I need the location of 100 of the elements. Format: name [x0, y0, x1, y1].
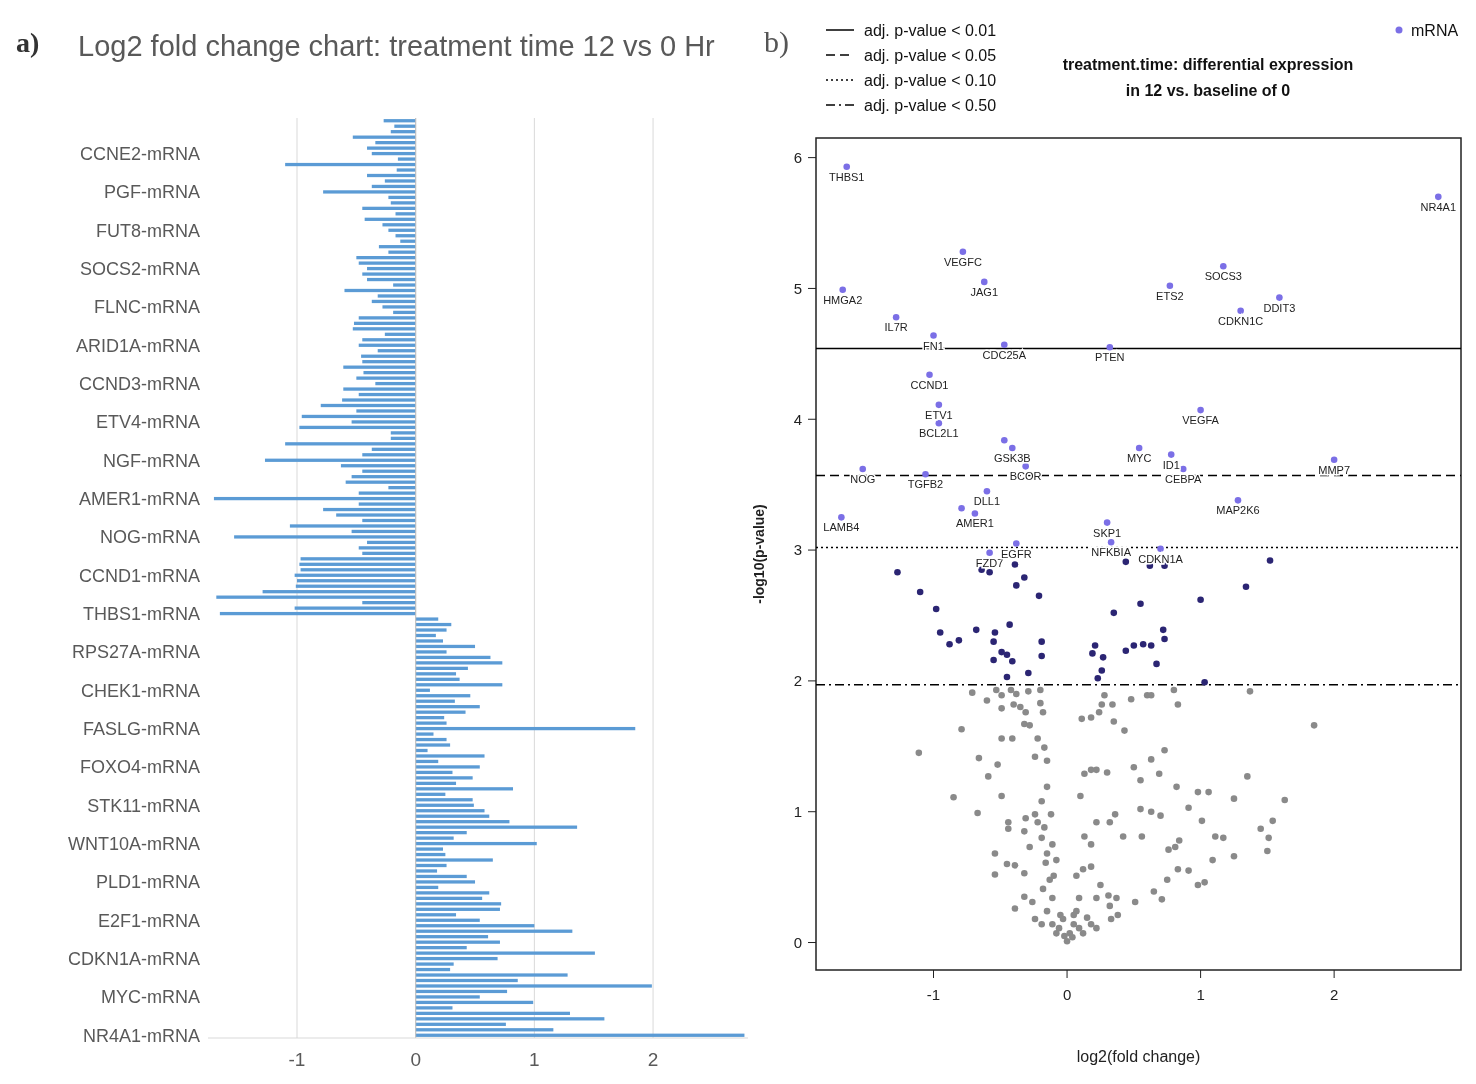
y-tick-label: NGF-mRNA — [103, 450, 200, 471]
point — [1000, 341, 1008, 348]
bar — [300, 568, 416, 572]
bar — [397, 157, 416, 161]
point — [1266, 557, 1274, 564]
annotation: ID1 — [1162, 458, 1180, 471]
bar — [415, 841, 537, 846]
bar — [415, 935, 489, 939]
point — [930, 332, 937, 339]
bar — [415, 809, 485, 813]
bar — [415, 721, 447, 725]
annotation: MAP2K6 — [1216, 504, 1260, 517]
point — [1135, 444, 1143, 452]
bar — [415, 1017, 605, 1021]
bar — [394, 124, 416, 128]
bar — [415, 633, 436, 638]
bar — [358, 502, 416, 506]
annotation: SOCS3 — [1204, 270, 1242, 283]
text: b) — [764, 25, 789, 59]
x-tick-label: 0 — [410, 1049, 421, 1070]
bar — [367, 173, 416, 178]
point — [1009, 657, 1016, 665]
annotation: CDKN1A — [1138, 552, 1184, 565]
annotation: JAG1 — [970, 285, 999, 298]
point — [1161, 635, 1168, 643]
bar — [415, 754, 485, 758]
bar — [388, 228, 416, 232]
bar — [415, 1006, 453, 1010]
bar — [362, 206, 416, 210]
bar — [415, 699, 455, 703]
bar — [343, 387, 416, 391]
point — [1003, 673, 1011, 681]
x-tick-label: 0 — [1062, 986, 1072, 1003]
bar — [415, 847, 443, 851]
bar — [415, 776, 473, 780]
x-tick-label: -1 — [288, 1049, 306, 1070]
bar — [297, 579, 416, 583]
bar — [415, 978, 518, 983]
y-tick-label: FLNC-mRNA — [94, 297, 200, 318]
bar — [415, 825, 578, 829]
point — [838, 514, 845, 521]
bar — [262, 590, 416, 594]
bar — [353, 321, 416, 325]
annotation: IL7R — [884, 321, 908, 334]
bar — [415, 677, 460, 681]
bar — [415, 863, 447, 868]
point — [843, 163, 851, 171]
bar — [415, 902, 502, 906]
point — [1153, 660, 1160, 668]
point — [894, 569, 901, 576]
bar — [415, 989, 508, 994]
bar — [415, 655, 491, 660]
y-tick-label: 2 — [793, 672, 802, 690]
bar — [415, 891, 490, 895]
y-tick-label: ETV4-mRNA — [95, 412, 200, 433]
point — [1038, 638, 1045, 645]
point — [972, 626, 980, 634]
bar — [358, 392, 416, 397]
point — [1276, 294, 1283, 301]
point — [839, 286, 847, 294]
bar — [289, 524, 416, 528]
bar — [216, 595, 416, 599]
bar — [415, 984, 652, 988]
bar — [356, 376, 416, 380]
y-tick-label: RPS27A-mRNA — [71, 642, 200, 663]
point — [1006, 621, 1013, 628]
point — [1013, 540, 1020, 547]
bar — [415, 907, 500, 911]
bar — [415, 694, 471, 698]
bar — [415, 705, 480, 709]
bar — [388, 486, 416, 490]
point — [1106, 344, 1114, 351]
bar — [415, 781, 457, 785]
point — [971, 510, 979, 517]
point — [1242, 583, 1250, 590]
bar — [415, 732, 434, 736]
y-tick-label: NR4A1-mRNA — [82, 1025, 200, 1046]
x-axis-title: log2(fold change) — [1076, 1048, 1201, 1065]
bar — [415, 650, 447, 654]
bar — [358, 491, 416, 495]
bar — [367, 277, 416, 282]
bar — [415, 967, 451, 972]
bar — [377, 294, 416, 298]
y-axis-title: -log10(p-value) — [751, 504, 767, 604]
bar — [358, 546, 416, 550]
point — [1013, 582, 1020, 589]
point — [1099, 654, 1107, 661]
point — [936, 629, 944, 636]
point — [935, 401, 943, 409]
point — [991, 629, 999, 636]
bar — [342, 398, 416, 402]
bar — [343, 365, 416, 369]
y-tick-label: 0 — [793, 933, 802, 951]
bar — [294, 573, 416, 577]
bar — [415, 737, 447, 742]
bar — [415, 924, 535, 928]
bar — [382, 223, 416, 227]
bar — [393, 283, 416, 287]
y-tick-label: 5 — [793, 279, 802, 297]
point — [916, 588, 924, 596]
